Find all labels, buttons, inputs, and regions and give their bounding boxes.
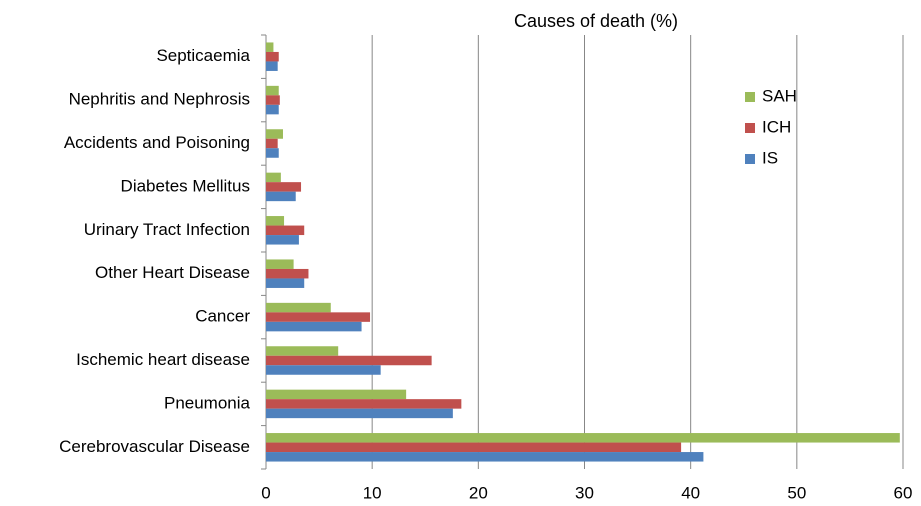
bar: [266, 85, 279, 96]
bar: [266, 268, 309, 279]
bar: [266, 346, 339, 356]
x-tick-label: 50: [787, 483, 806, 502]
bar: [266, 302, 331, 313]
y-tick-label: Diabetes Mellitus: [121, 176, 250, 195]
bar: [266, 408, 453, 419]
bar: [266, 138, 278, 149]
y-tick-label: Accidents and Poisoning: [64, 133, 250, 152]
bar: [266, 225, 305, 236]
x-tick-label: 20: [469, 483, 488, 502]
legend-label: SAH: [762, 86, 797, 105]
bar: [266, 452, 704, 462]
bar: [266, 278, 305, 288]
y-tick-label: Cerebrovascular Disease: [59, 437, 250, 456]
bar: [266, 172, 281, 183]
legend-label: ICH: [762, 117, 791, 136]
bar: [266, 365, 381, 375]
bar: [266, 433, 900, 443]
bar: [266, 191, 296, 202]
y-tick-label: Other Heart Disease: [95, 263, 250, 282]
y-tick-label: Pneumonia: [164, 393, 251, 412]
bar: [266, 51, 279, 62]
bar: [266, 104, 279, 115]
bar: [266, 216, 285, 226]
y-tick-label: Urinary Tract Infection: [84, 220, 250, 239]
bar: [266, 399, 462, 409]
legend-swatch: [745, 154, 755, 164]
x-tick-label: 60: [894, 483, 913, 502]
legend-label: IS: [762, 148, 778, 167]
bar: [266, 148, 279, 158]
y-tick-label: Septicaemia: [156, 46, 250, 65]
bar: [266, 355, 432, 366]
bar: [266, 442, 682, 453]
chart-title: Causes of death (%): [514, 11, 678, 31]
y-tick-label: Cancer: [195, 307, 250, 326]
bar: [266, 259, 294, 269]
y-tick-label: Nephritis and Nephrosis: [69, 90, 250, 109]
x-tick-label: 30: [575, 483, 594, 502]
y-tick-label: Ischemic heart disease: [76, 350, 250, 369]
bar: [266, 312, 371, 322]
bar: [266, 129, 283, 139]
legend-swatch: [745, 123, 755, 133]
x-tick-label: 0: [261, 483, 270, 502]
bar: [266, 389, 407, 400]
bar: [266, 42, 274, 52]
bar: [266, 321, 362, 332]
legend-swatch: [745, 92, 755, 102]
x-tick-label: 40: [681, 483, 700, 502]
bar: [266, 61, 278, 71]
bar: [266, 95, 280, 105]
bar: [266, 235, 299, 245]
bar: [266, 182, 302, 192]
x-tick-label: 10: [363, 483, 382, 502]
